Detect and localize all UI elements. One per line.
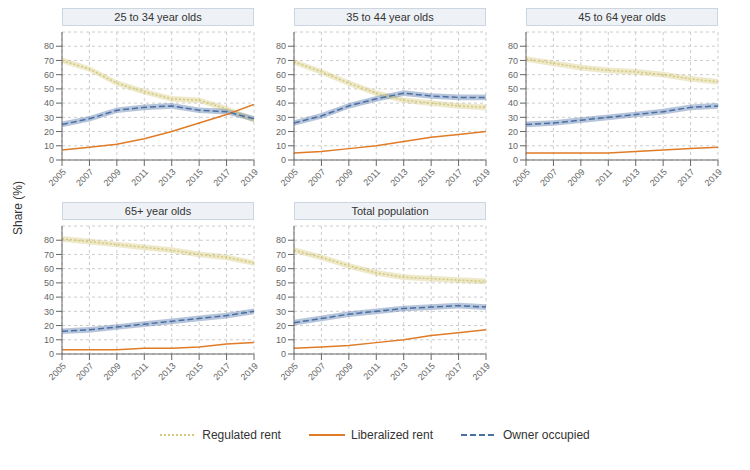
svg-text:40: 40 [44, 98, 54, 108]
svg-text:20: 20 [508, 127, 518, 137]
svg-text:2019: 2019 [471, 361, 492, 382]
svg-text:2015: 2015 [184, 167, 205, 188]
svg-text:2007: 2007 [74, 361, 95, 382]
html-text:35 to 44 year olds: 35 to 44 year olds [346, 11, 434, 23]
svg-text:2011: 2011 [593, 167, 614, 188]
svg-text:60: 60 [276, 264, 286, 274]
html-text:Share (%): Share (%) [11, 181, 25, 235]
svg-text:0: 0 [49, 155, 54, 165]
svg-text:2005: 2005 [279, 167, 300, 188]
svg-text:10: 10 [44, 141, 54, 151]
svg-text:20: 20 [44, 127, 54, 137]
svg-text:70: 70 [44, 56, 54, 66]
svg-text:2011: 2011 [129, 167, 150, 188]
svg-text:10: 10 [44, 335, 54, 345]
svg-text:40: 40 [276, 98, 286, 108]
svg-text:2013: 2013 [388, 361, 409, 382]
svg-text:30: 30 [44, 113, 54, 123]
svg-text:2017: 2017 [443, 361, 464, 382]
svg-text:2009: 2009 [102, 167, 123, 188]
svg-text:10: 10 [508, 141, 518, 151]
svg-text:50: 50 [276, 84, 286, 94]
svg-text:60: 60 [44, 70, 54, 80]
svg-text:2015: 2015 [184, 361, 205, 382]
html-text:25 to 34 year olds: 25 to 34 year olds [114, 11, 202, 23]
svg-text:70: 70 [508, 56, 518, 66]
svg-text:10: 10 [276, 141, 286, 151]
html-text:Owner occupied: Owner occupied [503, 428, 590, 442]
svg-text:80: 80 [44, 235, 54, 245]
svg-text:70: 70 [44, 250, 54, 260]
svg-text:40: 40 [508, 98, 518, 108]
svg-text:70: 70 [276, 56, 286, 66]
svg-text:20: 20 [276, 127, 286, 137]
svg-text:80: 80 [276, 235, 286, 245]
svg-text:2019: 2019 [239, 167, 260, 188]
svg-text:40: 40 [276, 292, 286, 302]
svg-text:60: 60 [44, 264, 54, 274]
svg-text:20: 20 [44, 321, 54, 331]
svg-text:2005: 2005 [511, 167, 532, 188]
svg-text:2009: 2009 [334, 361, 355, 382]
svg-text:2013: 2013 [156, 361, 177, 382]
svg-text:2017: 2017 [211, 361, 232, 382]
html-text:Regulated rent: Regulated rent [202, 428, 281, 442]
svg-text:80: 80 [44, 41, 54, 51]
svg-text:50: 50 [276, 278, 286, 288]
svg-text:2011: 2011 [361, 167, 382, 188]
svg-text:70: 70 [276, 250, 286, 260]
svg-text:2015: 2015 [416, 167, 437, 188]
svg-text:2017: 2017 [443, 167, 464, 188]
svg-text:2013: 2013 [388, 167, 409, 188]
svg-text:2007: 2007 [74, 167, 95, 188]
svg-text:2015: 2015 [648, 167, 669, 188]
svg-text:2019: 2019 [703, 167, 724, 188]
svg-text:2007: 2007 [306, 167, 327, 188]
svg-text:2005: 2005 [47, 167, 68, 188]
svg-text:2005: 2005 [47, 361, 68, 382]
html-text:65+ year olds: 65+ year olds [124, 205, 192, 217]
svg-text:2011: 2011 [129, 361, 150, 382]
svg-text:2013: 2013 [156, 167, 177, 188]
svg-text:0: 0 [513, 155, 518, 165]
svg-text:20: 20 [276, 321, 286, 331]
svg-text:2009: 2009 [102, 361, 123, 382]
svg-text:2017: 2017 [211, 167, 232, 188]
svg-text:2007: 2007 [538, 167, 559, 188]
svg-text:40: 40 [44, 292, 54, 302]
svg-text:30: 30 [276, 307, 286, 317]
svg-text:2015: 2015 [416, 361, 437, 382]
html-text:Total population: Total population [351, 205, 429, 217]
html-text:45 to 64 year olds: 45 to 64 year olds [578, 11, 666, 23]
svg-text:0: 0 [281, 155, 286, 165]
svg-text:2019: 2019 [239, 361, 260, 382]
svg-text:2019: 2019 [471, 167, 492, 188]
svg-text:80: 80 [508, 41, 518, 51]
svg-text:30: 30 [508, 113, 518, 123]
svg-text:2011: 2011 [361, 361, 382, 382]
html-text:Liberalized rent: Liberalized rent [351, 428, 433, 442]
svg-text:0: 0 [281, 349, 286, 359]
svg-text:80: 80 [276, 41, 286, 51]
svg-text:10: 10 [276, 335, 286, 345]
svg-text:50: 50 [44, 278, 54, 288]
svg-text:2007: 2007 [306, 361, 327, 382]
svg-text:2013: 2013 [620, 167, 641, 188]
svg-text:2009: 2009 [334, 167, 355, 188]
svg-text:50: 50 [44, 84, 54, 94]
svg-text:2005: 2005 [279, 361, 300, 382]
svg-text:50: 50 [508, 84, 518, 94]
svg-text:60: 60 [276, 70, 286, 80]
svg-text:0: 0 [49, 349, 54, 359]
svg-text:30: 30 [44, 307, 54, 317]
svg-text:2009: 2009 [566, 167, 587, 188]
svg-text:60: 60 [508, 70, 518, 80]
svg-text:2017: 2017 [675, 167, 696, 188]
svg-text:30: 30 [276, 113, 286, 123]
